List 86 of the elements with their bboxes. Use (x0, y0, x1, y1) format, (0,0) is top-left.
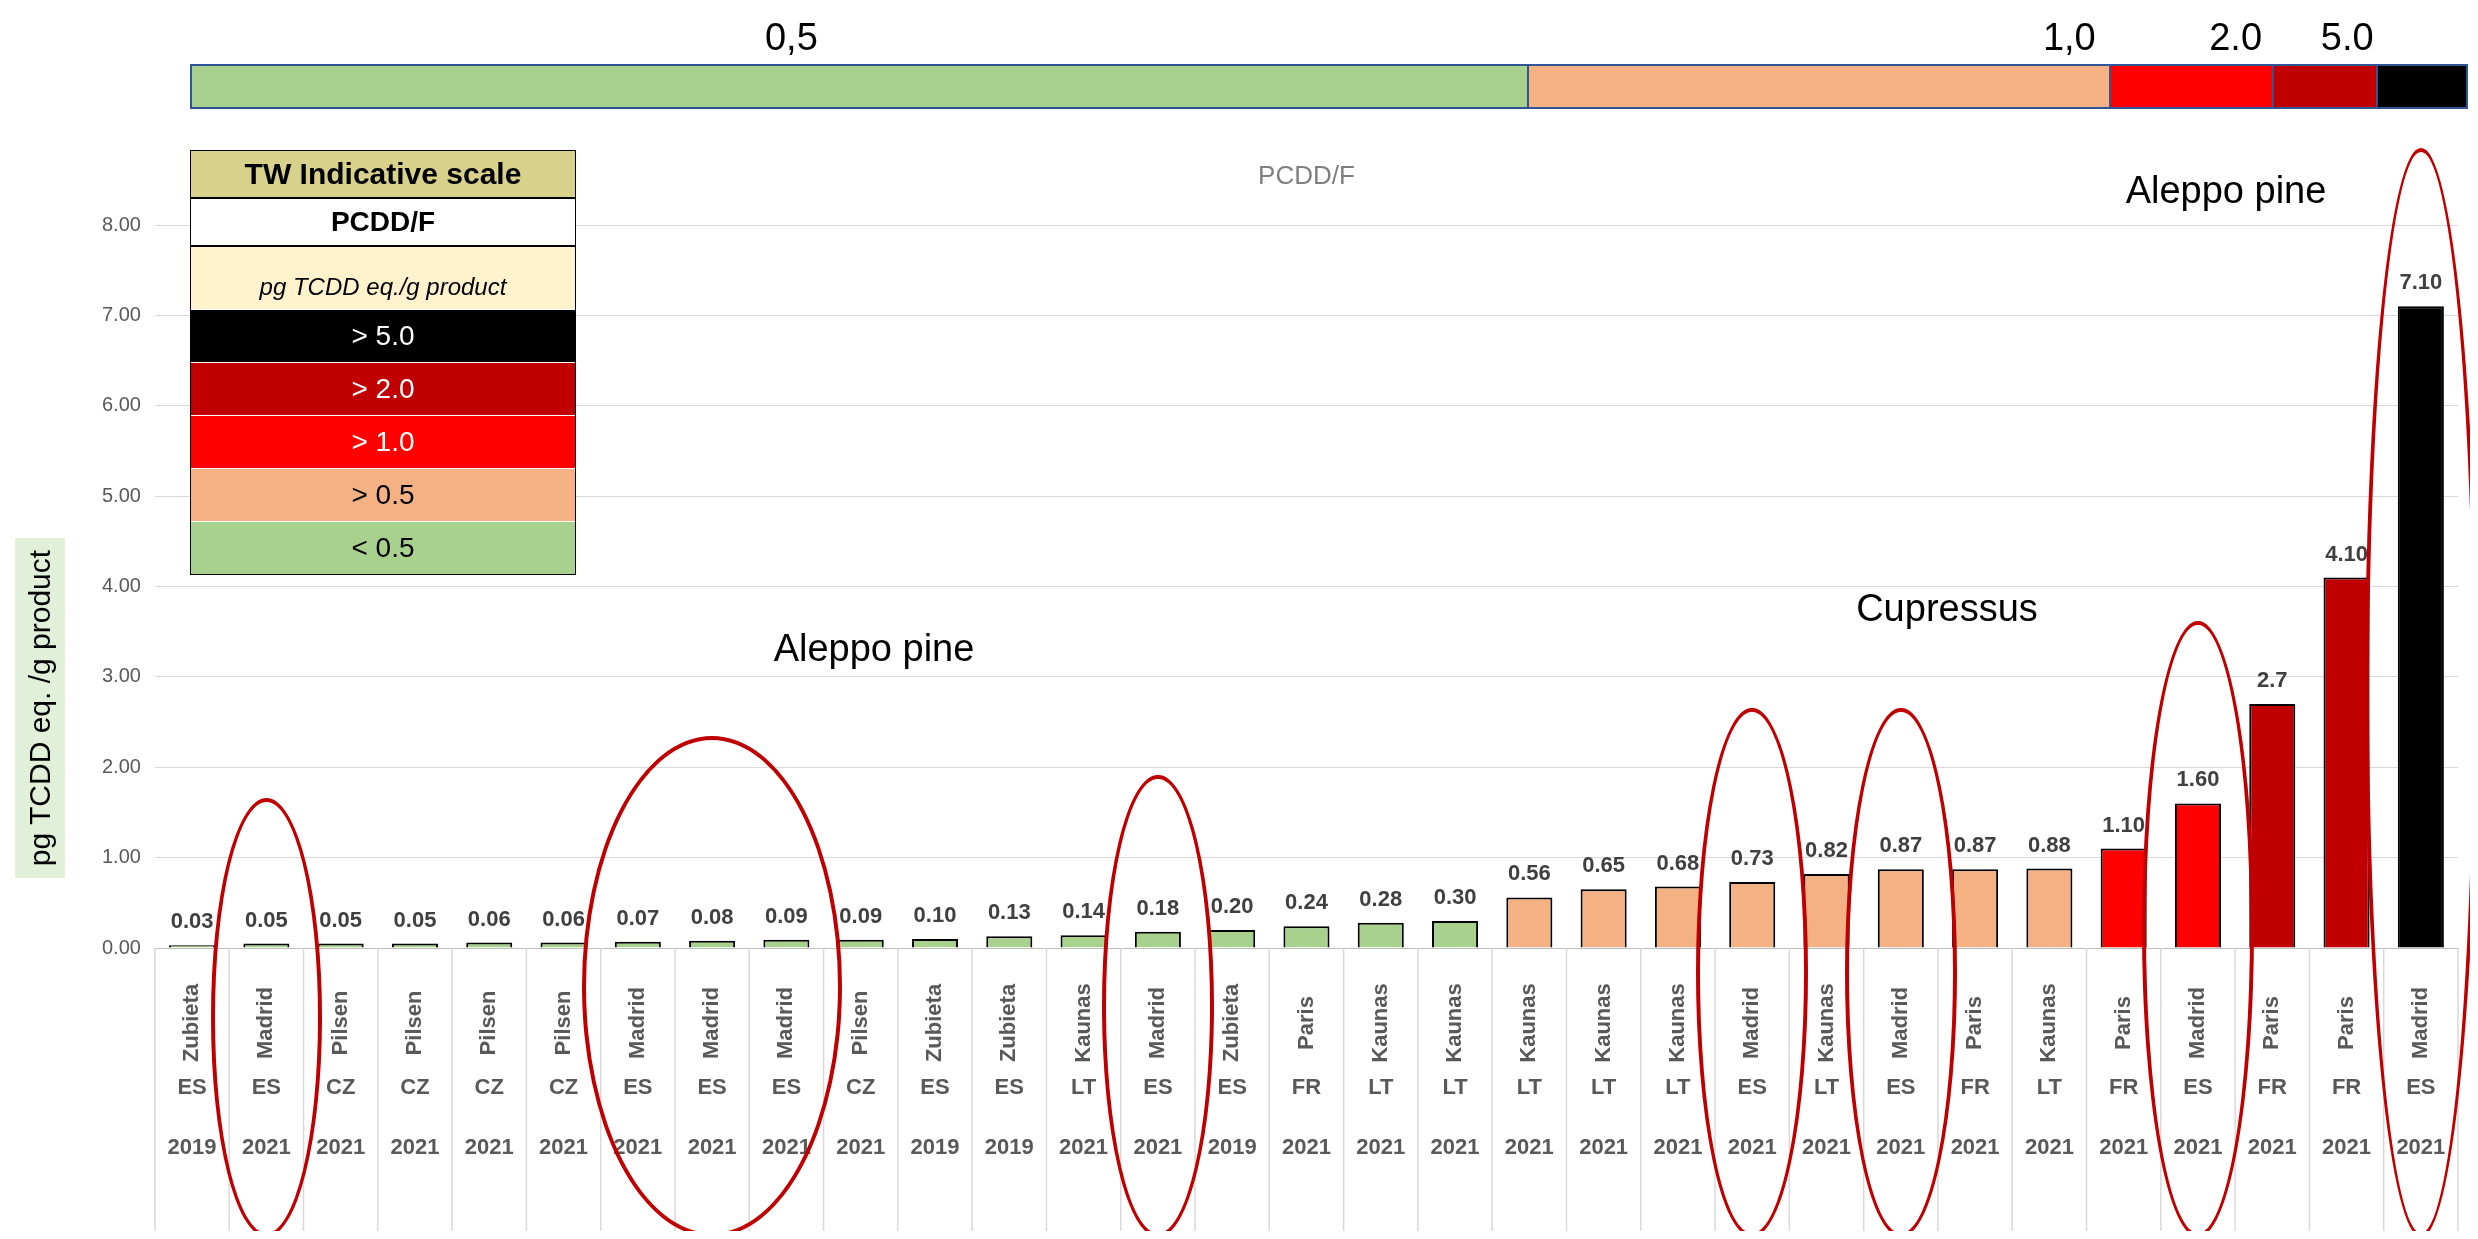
annotation: Aleppo pine (773, 626, 975, 670)
data-label: 0.87 (1879, 832, 1923, 858)
y-tick-label: 0.00 (101, 935, 141, 958)
category-label: Paris FR 2021 (1950, 996, 2000, 1160)
text: 5.0 (2320, 16, 2374, 59)
category-label: Zubieta ES 2019 (910, 983, 960, 1160)
y-axis-title: pg TCDD eq. /g product (15, 537, 65, 879)
chart-title: PCDD/F (1258, 160, 1355, 191)
data-label: 0.05 (393, 906, 437, 932)
category-label: Kaunas LT 2021 (1802, 983, 1851, 1160)
text: > 1.0 (351, 426, 415, 457)
text: 2.0 (2209, 16, 2263, 59)
category-label: Paris FR 2021 (2322, 996, 2372, 1160)
data-label: 0.18 (1136, 894, 1180, 920)
data-label: 0.05 (244, 906, 288, 932)
y-tick-label: 6.00 (101, 393, 141, 416)
data-label: 0.24 (1285, 889, 1329, 915)
data-label: 0.82 (1805, 836, 1848, 862)
category-label: Kaunas LT 2021 (1579, 983, 1629, 1160)
y-tick-label: 1.00 (101, 845, 141, 868)
category-label: Paris FR 2021 (1281, 996, 1331, 1160)
data-label: 2.7 (2256, 667, 2288, 693)
y-tick-label: 7.00 (101, 302, 141, 325)
category-label: Kaunas LT 2021 (1059, 983, 1109, 1160)
annotation: Cupressus (1856, 586, 2038, 630)
data-label: 0.06 (542, 905, 585, 931)
y-tick-label: 2.00 (101, 754, 141, 777)
data-label: 0.03 (170, 908, 214, 934)
data-label: 1.60 (2176, 766, 2220, 792)
data-label: 0.28 (1359, 885, 1403, 911)
data-label: 0.88 (2027, 831, 2071, 857)
data-label: 0.65 (1582, 852, 1626, 878)
text: Aleppo pine (2125, 168, 2327, 212)
data-label: 0.09 (765, 902, 808, 928)
data-label: 0.14 (1062, 898, 1106, 924)
text: < 0.5 (351, 532, 415, 563)
category-label: Madrid ES 2021 (1876, 986, 1926, 1160)
data-label: 0.07 (616, 904, 660, 930)
category-label: Pilsen CZ 2021 (464, 990, 514, 1160)
data-label: 0.20 (1210, 892, 1254, 918)
data-label: 0.08 (690, 903, 734, 929)
annotation: PCDD/F (191, 199, 575, 247)
text: > 2.0 (351, 373, 415, 404)
category-label: Pilsen CZ 2021 (539, 990, 589, 1160)
category-label: Kaunas LT 2021 (1430, 983, 1480, 1160)
data-label: 0.87 (1953, 832, 1997, 858)
data-label: 0.73 (1730, 845, 1774, 871)
y-tick-label: 8.00 (101, 212, 141, 235)
category-label: Madrid ES 2021 (2396, 986, 2446, 1160)
category-label: Pilsen CZ 2021 (390, 990, 440, 1160)
text: 1,0 (2042, 16, 2096, 59)
category-label: Madrid ES 2021 (1727, 986, 1777, 1160)
data-label: 0.06 (467, 905, 511, 931)
data-label: 0.10 (913, 902, 957, 928)
category-label: Kaunas LT 2021 (1356, 983, 1406, 1160)
data-label: 0.68 (1656, 849, 1700, 875)
data-label: 1.10 (2102, 811, 2146, 837)
category-label: Zubieta ES 2019 (1207, 983, 1257, 1160)
data-label: 4.10 (2325, 540, 2368, 566)
category-label: Kaunas LT 2021 (1653, 983, 1703, 1160)
category-label: Pilsen CZ 2021 (316, 990, 366, 1160)
data-label: 0.30 (1433, 883, 1477, 909)
data-label: 0.05 (319, 906, 363, 932)
category-label: Zubieta ES 2019 (167, 983, 217, 1160)
category-label: Pilsen CZ 2021 (836, 990, 886, 1160)
category-label: Madrid ES 2021 (241, 986, 291, 1160)
legend-title: TW Indicative scale (191, 151, 575, 199)
category-label: Paris FR 2021 (2247, 996, 2297, 1160)
data-label: 0.56 (1507, 860, 1551, 886)
category-label: Madrid ES 2021 (1133, 986, 1183, 1160)
y-tick-label: 3.00 (101, 664, 141, 687)
category-label: Madrid ES 2021 (687, 986, 737, 1160)
category-label: Kaunas LT 2021 (1504, 983, 1554, 1160)
text: 0,5 (764, 16, 818, 59)
y-tick-label: 5.00 (101, 483, 141, 506)
category-label: Madrid ES 2021 (2173, 986, 2223, 1160)
text: > 0.5 (351, 479, 415, 510)
data-label: 7.10 (2399, 269, 2443, 295)
category-label: Paris FR 2021 (2099, 996, 2149, 1160)
data-label: 0.09 (839, 902, 883, 928)
category-label: Kaunas LT 2021 (2024, 983, 2074, 1160)
annotation: pg TCDD eq./g product (191, 247, 575, 309)
category-label: Zubieta ES 2019 (984, 983, 1034, 1160)
text: > 5.0 (351, 320, 415, 351)
y-tick-label: 4.00 (101, 574, 141, 597)
data-label: 0.13 (987, 899, 1031, 925)
